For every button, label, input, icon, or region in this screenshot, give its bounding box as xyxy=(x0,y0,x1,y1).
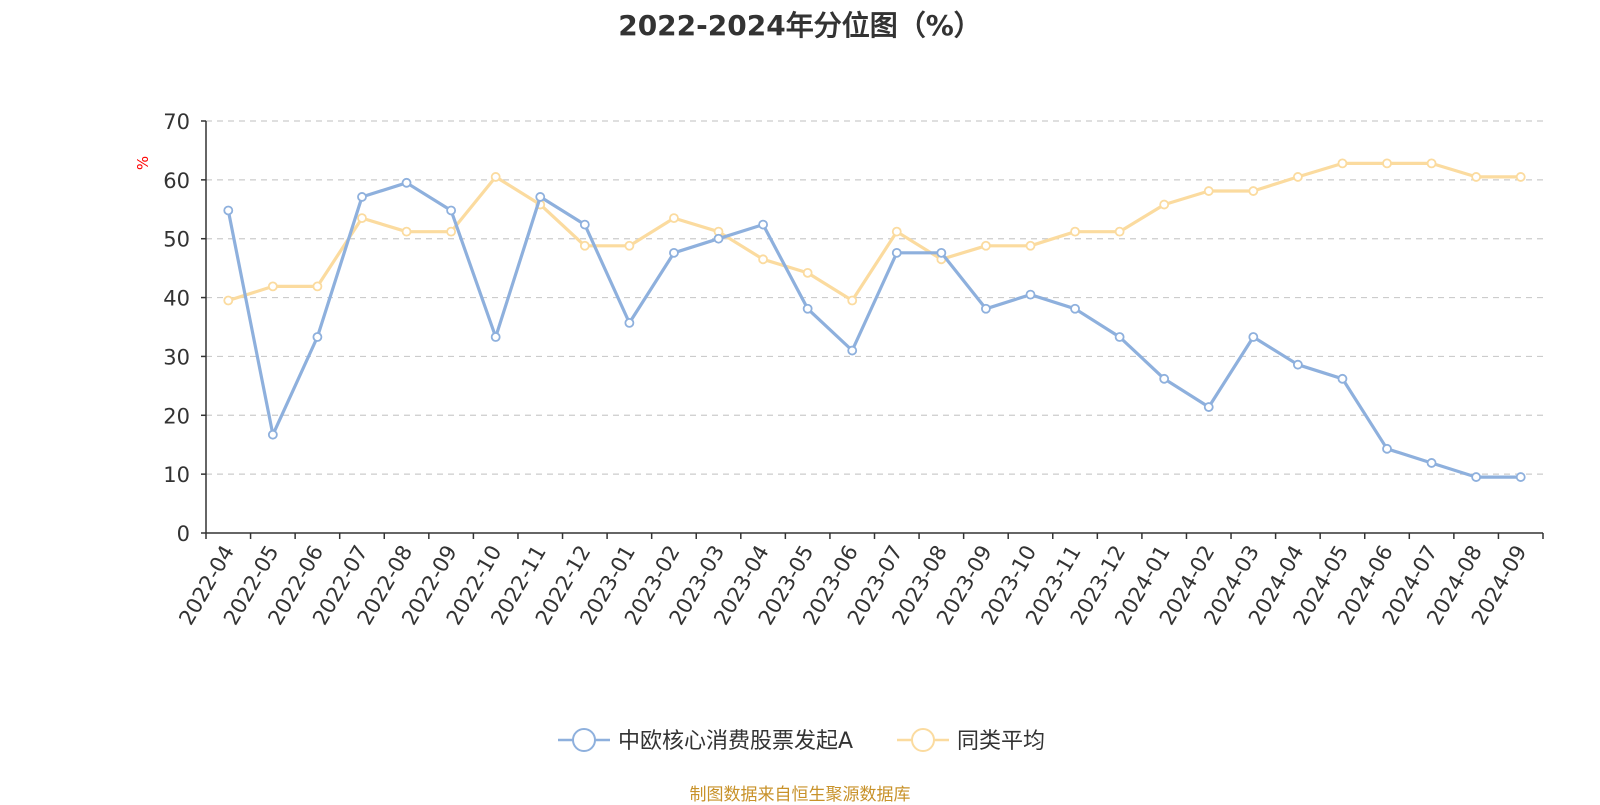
legend-marker xyxy=(572,728,596,752)
data-point xyxy=(401,226,412,237)
data-point xyxy=(490,332,501,342)
data-point xyxy=(802,267,813,278)
legend-label: 中欧核心消费股票发起A xyxy=(618,729,853,754)
data-point xyxy=(891,226,902,237)
data-point xyxy=(847,345,858,356)
data-point xyxy=(1337,373,1348,384)
data-point xyxy=(1292,172,1303,182)
data-point xyxy=(1515,172,1526,182)
data-source-note: 制图数据来自恒生聚源数据库 xyxy=(689,785,911,805)
data-point xyxy=(713,233,724,244)
data-point xyxy=(758,219,768,230)
data-point xyxy=(802,303,813,314)
y-tick-label: 70 xyxy=(163,110,190,134)
data-point xyxy=(1203,402,1214,412)
y-tick-label: 60 xyxy=(163,169,190,193)
data-point xyxy=(579,240,590,251)
legend-item-0[interactable]: 中欧核心消费股票发起A xyxy=(558,728,853,754)
data-point xyxy=(1382,158,1392,169)
data-point xyxy=(1159,373,1170,384)
legend-marker xyxy=(911,728,935,752)
data-point xyxy=(223,295,234,306)
data-point xyxy=(267,281,278,292)
grid-lines xyxy=(206,120,1543,475)
data-point xyxy=(579,219,590,230)
data-point xyxy=(446,205,457,216)
y-tick-label: 0 xyxy=(177,522,190,546)
legend-label: 同类平均 xyxy=(957,729,1045,754)
data-point xyxy=(1114,226,1125,237)
data-point xyxy=(267,429,278,440)
data-point xyxy=(669,213,679,224)
y-tick-label: 40 xyxy=(163,287,190,311)
axes: 0102030405060702022-042022-052022-062022… xyxy=(163,110,1544,629)
data-point xyxy=(1114,332,1125,342)
data-point xyxy=(758,254,768,265)
data-point xyxy=(1426,458,1437,468)
data-point xyxy=(1070,303,1080,314)
data-point xyxy=(624,240,635,251)
data-point xyxy=(357,192,367,202)
data-point xyxy=(446,226,457,237)
series-line-1 xyxy=(226,161,1523,303)
data-point xyxy=(401,177,412,188)
y-tick-label: 50 xyxy=(163,228,190,252)
data-point xyxy=(1382,443,1392,454)
data-point xyxy=(1248,332,1259,342)
data-point xyxy=(981,303,991,314)
data-point xyxy=(1025,240,1036,251)
data-point xyxy=(936,247,947,258)
y-axis-unit-label: % xyxy=(134,156,152,170)
data-point xyxy=(1426,158,1437,169)
data-point xyxy=(1471,172,1482,182)
data-point xyxy=(624,317,635,328)
data-point xyxy=(1203,186,1214,196)
data-point xyxy=(1070,226,1080,237)
data-point xyxy=(490,172,501,182)
data-point xyxy=(1515,472,1526,482)
data-point xyxy=(1292,359,1303,370)
data-point xyxy=(1337,158,1348,169)
y-tick-label: 10 xyxy=(163,463,190,487)
data-point xyxy=(535,192,546,202)
data-point xyxy=(891,247,902,258)
series-line-0 xyxy=(226,181,1523,479)
data-point xyxy=(981,240,991,251)
data-point xyxy=(223,205,234,216)
data-point xyxy=(1248,186,1259,196)
chart-title: 2022-2024年分位图（%） xyxy=(618,9,982,42)
data-point xyxy=(847,295,858,306)
legend[interactable]: 中欧核心消费股票发起A 同类平均 xyxy=(558,728,1045,754)
y-tick-label: 30 xyxy=(163,345,190,369)
data-point xyxy=(1471,472,1482,482)
data-point xyxy=(312,281,323,292)
data-point xyxy=(312,332,323,342)
data-point xyxy=(357,213,367,224)
data-point xyxy=(1025,289,1036,300)
data-point xyxy=(1159,199,1170,210)
series-lines xyxy=(223,158,1526,482)
data-point xyxy=(669,247,679,258)
y-tick-label: 20 xyxy=(163,404,190,428)
legend-item-1[interactable]: 同类平均 xyxy=(897,728,1045,754)
